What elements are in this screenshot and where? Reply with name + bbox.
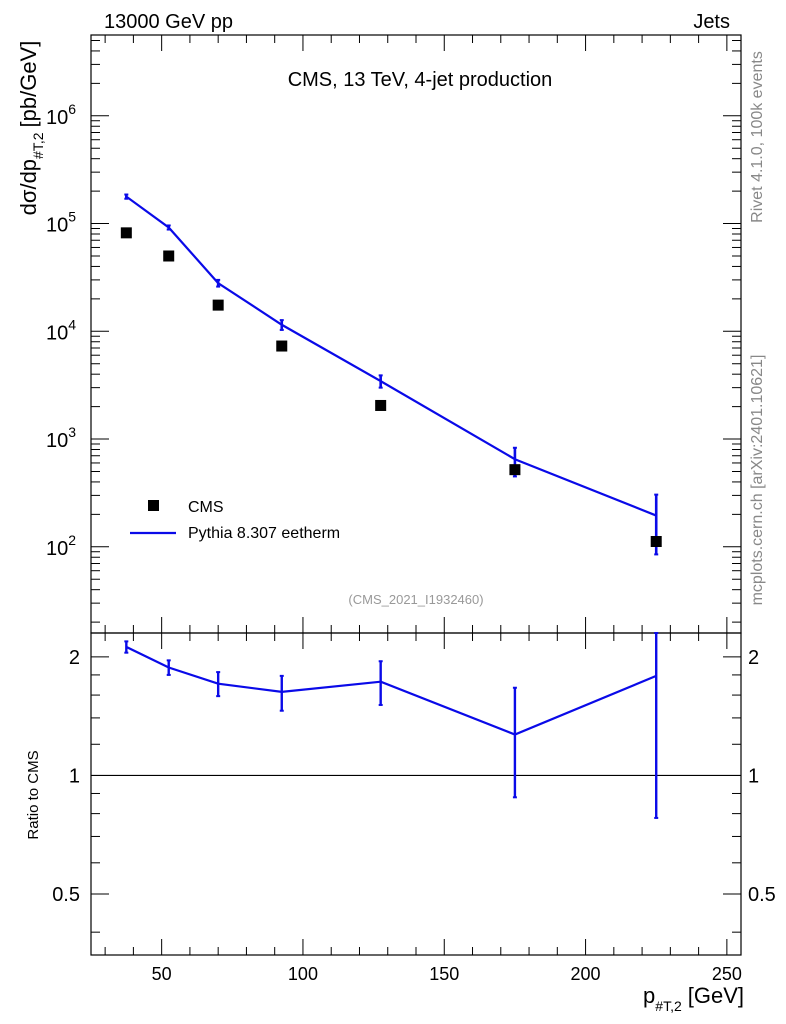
x-axis-title: p#T,2 [GeV]: [643, 983, 744, 1014]
legend-marker-cms: [148, 500, 159, 511]
data-point: [163, 250, 175, 262]
ratio-line: [125, 645, 657, 736]
y-tick-label: 102: [46, 532, 76, 560]
x-tick-label: 250: [712, 964, 742, 984]
ratio-tick-labels: 0.5 0.5 1 1 2 2: [52, 647, 776, 906]
y-tick-label: 103: [46, 424, 76, 452]
y-tick-label: 106: [46, 101, 76, 129]
mcplots-label: mcplots.cern.ch [arXiv:2401.10621]: [749, 355, 766, 606]
y-tick-label-exp: 5: [68, 209, 76, 225]
y-tick-label-base: 10: [46, 107, 68, 129]
ratio-y-tick-label-left: 1: [69, 765, 80, 787]
data-point: [276, 340, 288, 352]
data-point: [509, 464, 521, 476]
x-tick-labels: 50 100 150 200 250: [152, 964, 742, 984]
legend-label-cms: CMS: [188, 499, 224, 516]
y-axis-title-main: dσ/dp: [16, 159, 41, 215]
y-axis-title: dσ/dp#T,2 [pb/GeV]: [16, 41, 46, 216]
ratio-series: [91, 632, 741, 819]
header-left: 13000 GeV pp: [104, 11, 233, 33]
header-right: Jets: [693, 11, 730, 33]
axis-ticks: [91, 35, 741, 955]
data-series: [120, 227, 662, 547]
x-axis-title-main: p: [643, 983, 655, 1008]
ratio-y-tick-label-left: 0.5: [52, 884, 80, 906]
data-point: [375, 399, 387, 411]
x-tick-label: 50: [152, 964, 172, 984]
mc-line: [125, 195, 657, 517]
y-tick-label-base: 10: [46, 215, 68, 237]
y-axis-title-unit: [pb/GeV]: [16, 41, 41, 128]
y-tick-label-exp: 6: [68, 101, 76, 117]
x-tick-label: 150: [429, 964, 459, 984]
y-tick-label-exp: 3: [68, 424, 76, 440]
x-tick-label: 100: [288, 964, 318, 984]
main-frame: [90, 34, 742, 634]
y-tick-label-base: 10: [46, 538, 68, 560]
x-axis-title-unit: [GeV]: [688, 983, 744, 1008]
x-axis-title-sub: #T,2: [655, 998, 682, 1014]
ratio-y-axis-title: Ratio to CMS: [25, 750, 42, 839]
ratio-y-tick-label-right: 2: [748, 647, 759, 669]
chart-title: CMS, 13 TeV, 4-jet production: [288, 69, 553, 91]
legend-label-pythia: Pythia 8.307 eetherm: [188, 525, 340, 542]
legend: CMS Pythia 8.307 eetherm: [130, 499, 340, 542]
svg-text:dσ/dp#T,2[pb/GeV]: dσ/dp#T,2 [pb/GeV]: [16, 41, 46, 216]
y-tick-label-base: 10: [46, 430, 68, 452]
data-point: [212, 299, 224, 311]
y-tick-label: 105: [46, 209, 76, 237]
watermark: (CMS_2021_I1932460): [348, 592, 483, 607]
ratio-y-tick-label-right: 1: [748, 765, 759, 787]
y-tick-label-exp: 4: [68, 316, 76, 332]
data-point: [120, 227, 132, 239]
x-tick-label: 200: [571, 964, 601, 984]
y-axis-title-sub: #T,2: [30, 132, 46, 159]
svg-text:p#T,2[GeV]: p#T,2 [GeV]: [643, 983, 744, 1014]
data-point: [650, 535, 662, 547]
y-tick-label-exp: 2: [68, 532, 76, 548]
y-tick-label-base: 10: [46, 322, 68, 344]
ratio-y-tick-label-right: 0.5: [748, 884, 776, 906]
ratio-y-tick-label-left: 2: [69, 647, 80, 669]
rivet-label: Rivet 4.1.0, 100k events: [749, 51, 766, 223]
y-tick-label: 104: [46, 316, 76, 344]
